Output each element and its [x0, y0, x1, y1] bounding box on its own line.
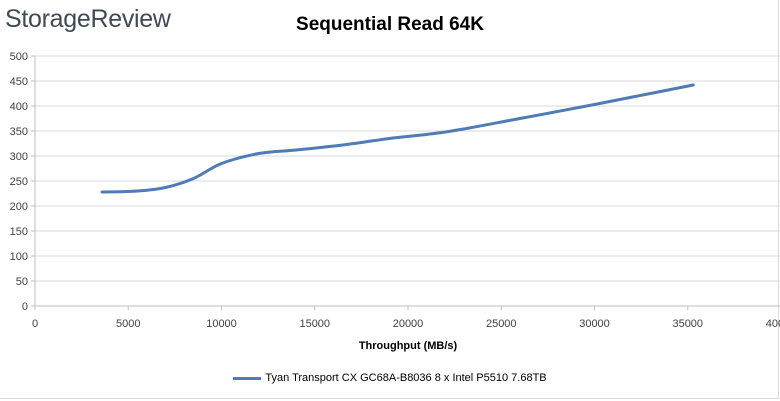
x-tick-label-30000: 30000: [579, 318, 610, 330]
x-tick-label-20000: 20000: [393, 318, 424, 330]
axes: [31, 55, 780, 310]
y-tick-label-150: 150: [10, 226, 28, 238]
x-axis-title: Throughput (MB/s): [359, 340, 458, 352]
chart-title: Sequential Read 64K: [296, 14, 484, 35]
grid-lines: [35, 55, 780, 282]
y-tick-label-50: 50: [16, 276, 28, 288]
y-tick-label-450: 450: [10, 76, 28, 88]
x-tick-label-15000: 15000: [299, 318, 330, 330]
legend-label: Tyan Transport CX GC68A-B8036 8 x Intel …: [265, 372, 547, 384]
y-tick-labels: 0 50 100 150 200 250 300 350 400 450 500: [10, 51, 28, 313]
y-tick-label-300: 300: [10, 151, 28, 163]
x-tick-label-35000: 35000: [672, 318, 703, 330]
legend-swatch: [233, 376, 262, 380]
y-tick-label-350: 350: [10, 126, 28, 138]
brand-logo: StorageReview: [5, 5, 171, 33]
y-tick-label-100: 100: [10, 251, 28, 263]
y-tick-label-0: 0: [22, 301, 28, 313]
legend: Tyan Transport CX GC68A-B8036 8 x Intel …: [0, 372, 780, 384]
series-line-0: [100, 83, 695, 194]
x-tick-label-10000: 10000: [206, 318, 237, 330]
y-tick-label-500: 500: [10, 51, 28, 63]
x-tick-label-5000: 5000: [116, 318, 140, 330]
series-lines: [100, 83, 695, 194]
x-tick-label-0: 0: [32, 318, 38, 330]
y-tick-label-250: 250: [10, 176, 28, 188]
x-tick-label-25000: 25000: [486, 318, 517, 330]
x-tick-label-40000: 40000: [766, 318, 780, 330]
y-tick-label-200: 200: [10, 201, 28, 213]
x-tick-labels: 0 5000 10000 15000 20000 25000 30000 35000 40000: [32, 318, 780, 330]
y-tick-label-400: 400: [10, 101, 28, 113]
